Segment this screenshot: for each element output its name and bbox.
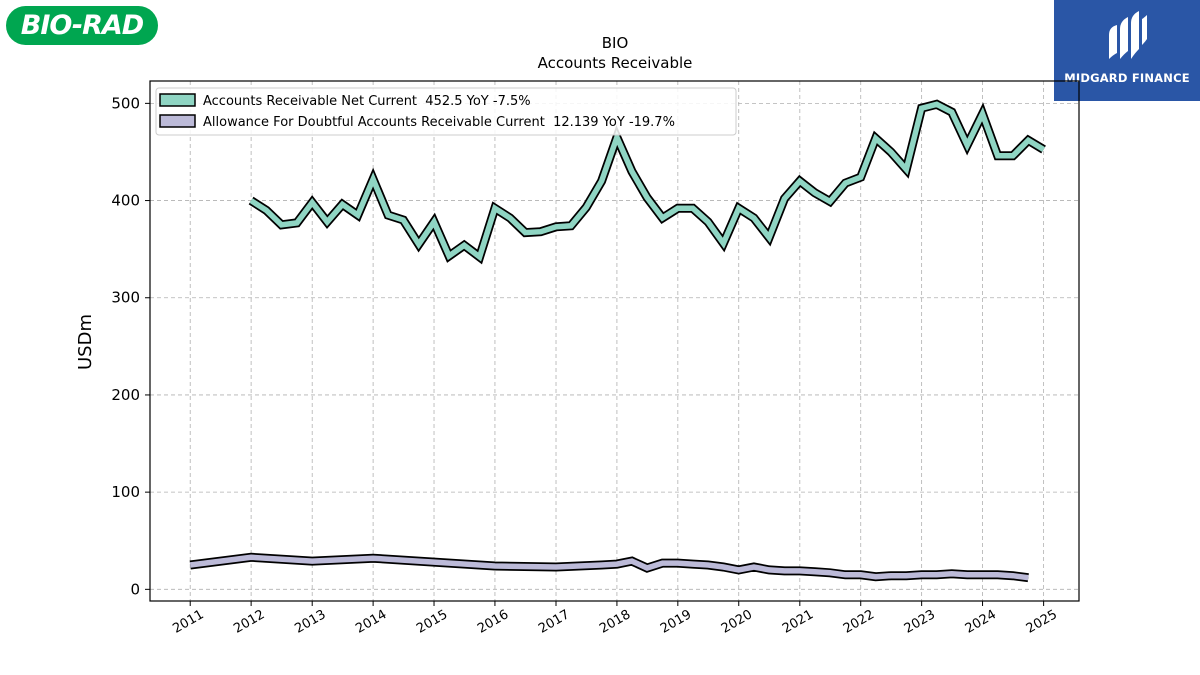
chart-title: BIO	[602, 34, 629, 52]
y-tick-label: 300	[111, 289, 140, 307]
x-tick-label: 2023	[902, 607, 938, 637]
x-tick-label: 2017	[536, 607, 572, 637]
series-line-accounts-receivable	[249, 101, 1046, 262]
x-tick-label: 2014	[353, 607, 389, 637]
series-lines	[189, 99, 1046, 583]
y-tick-label: 200	[111, 386, 140, 404]
x-tick-label: 2012	[231, 607, 267, 637]
grid-lines	[150, 81, 1079, 601]
x-tick-label: 2016	[475, 607, 511, 637]
y-tick-label: 400	[111, 192, 140, 210]
x-tick-label: 2020	[719, 607, 755, 637]
midgard-finance-logo: MIDGARD FINANCE	[1054, 0, 1200, 101]
x-tick-label: 2015	[414, 607, 450, 637]
series-line-allowance	[189, 554, 1029, 581]
x-tick-label: 2019	[658, 607, 694, 637]
bio-rad-logo-text: BIO-RAD	[20, 10, 144, 41]
midgard-emblem-icon	[1109, 11, 1147, 59]
x-tick-label: 2024	[963, 607, 999, 637]
x-tick-label: 2011	[170, 607, 206, 637]
legend-swatch-accounts-receivable	[159, 93, 196, 107]
y-axis-label: USDm	[75, 314, 96, 370]
x-tick-label: 2018	[597, 607, 633, 637]
y-tick-label: 0	[130, 580, 140, 598]
x-tick-label: 2021	[780, 607, 816, 637]
plot-frame	[149, 80, 1080, 602]
chart-subtitle: Accounts Receivable	[538, 54, 693, 72]
legend-box	[155, 87, 737, 136]
y-tick-label: 500	[111, 94, 140, 112]
bio-rad-logo: BIO-RAD	[6, 6, 158, 45]
y-tick-label: 100	[111, 483, 140, 501]
x-tick-label: 2025	[1024, 607, 1060, 637]
x-tick-label: 2022	[841, 607, 877, 637]
legend-swatch-allowance	[159, 114, 196, 128]
legend-label-allowance: Allowance For Doubtful Accounts Receivab…	[203, 115, 675, 130]
x-tick-label: 2013	[292, 607, 328, 637]
legend-label-accounts-receivable: Accounts Receivable Net Current 452.5 Yo…	[203, 94, 531, 109]
legend: Accounts Receivable Net Current 452.5 Yo…	[155, 87, 737, 136]
midgard-finance-text: MIDGARD FINANCE	[1064, 71, 1190, 85]
